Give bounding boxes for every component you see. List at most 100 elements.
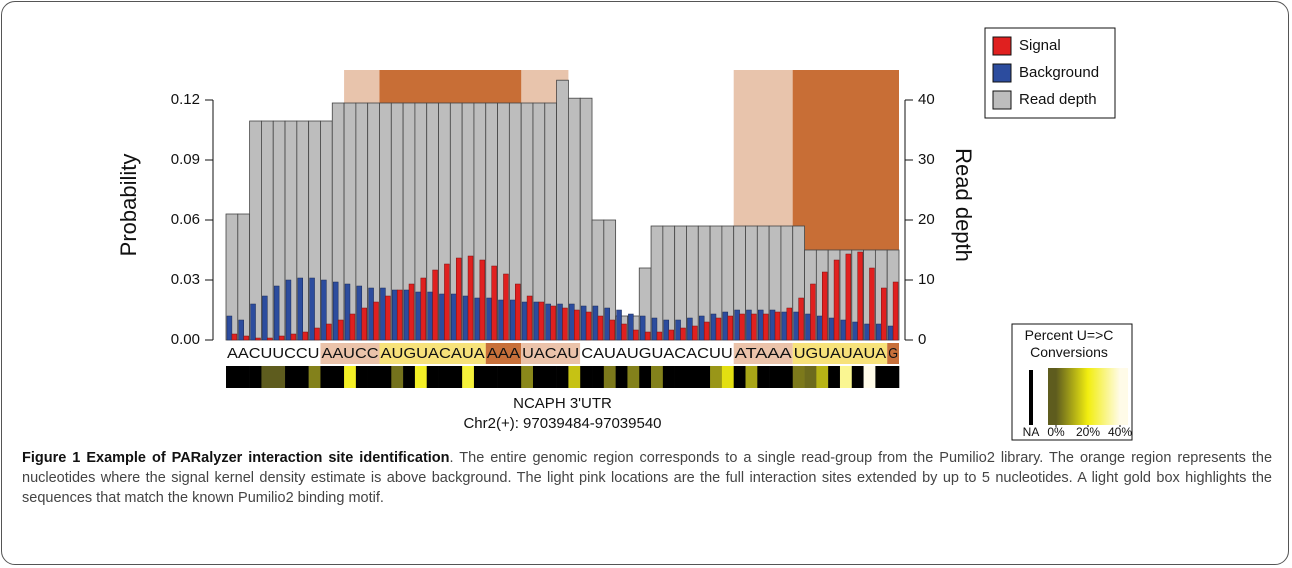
signal-bar <box>432 269 438 341</box>
signal-bar <box>574 309 580 341</box>
legend-swatch <box>992 63 1012 83</box>
conversion-cell <box>674 366 687 388</box>
conversion-cell <box>733 366 746 388</box>
colorbar-box <box>1011 323 1133 441</box>
background-bar <box>356 285 363 341</box>
conversion-cell <box>875 366 888 388</box>
background-bar <box>758 309 764 341</box>
sequence-segment <box>379 343 486 364</box>
conversion-cell <box>226 366 239 388</box>
background-bar <box>746 309 752 341</box>
signal-bar <box>326 323 332 341</box>
colorbar-title: Percent U=>C Conversions <box>1024 327 1114 360</box>
y2-tick-label: 10 <box>918 271 935 288</box>
na-swatch <box>1029 370 1033 425</box>
background-bar <box>852 321 858 341</box>
signal-bar <box>385 295 391 341</box>
signal-bar <box>538 301 545 341</box>
conversion-cell <box>320 366 333 388</box>
colorbar-tick-label: 20% <box>1076 425 1100 439</box>
conversion-cell <box>273 366 286 388</box>
background-bar <box>273 285 280 341</box>
signal-bar <box>420 277 427 341</box>
background-bar <box>557 303 563 341</box>
conversion-cell <box>285 366 298 388</box>
conversion-cell <box>355 366 368 388</box>
conversion-cell <box>308 366 321 388</box>
y-tick-label: 0.12 <box>171 91 200 108</box>
signal-bar <box>278 335 285 341</box>
na-label: NA <box>1023 425 1040 439</box>
conversion-cell <box>780 366 794 388</box>
conversion-cell <box>556 366 569 388</box>
background-bar <box>628 313 634 341</box>
signal-bar <box>798 297 804 341</box>
conversion-cell <box>521 366 534 388</box>
conversion-cell <box>391 366 404 388</box>
conversion-cell <box>403 366 416 388</box>
signal-bar <box>349 313 356 341</box>
legend-swatch <box>992 90 1012 110</box>
signal-bar <box>833 259 840 341</box>
background-bar <box>675 319 681 341</box>
background-bar <box>451 293 457 341</box>
signal-bar <box>810 283 816 341</box>
conversion-cell <box>816 366 829 388</box>
conversion-cell <box>757 366 770 388</box>
background-bar <box>887 325 894 341</box>
conversion-cell <box>639 366 652 388</box>
signal-bar <box>845 253 852 341</box>
background-bar <box>368 287 374 341</box>
y2-tick-label: 40 <box>918 91 935 108</box>
conversion-cell <box>828 366 841 388</box>
background-bar <box>663 319 670 341</box>
background-bar <box>569 303 575 341</box>
y2-tick-label: 20 <box>918 211 935 228</box>
signal-bar <box>491 265 497 341</box>
read-depth-bar <box>568 97 581 341</box>
background-bar <box>380 287 386 341</box>
signal-bar <box>786 307 793 341</box>
legend-label: Signal <box>1019 37 1061 54</box>
sequence-text: AUGUACAUA <box>380 345 484 362</box>
conversion-cell <box>615 366 628 388</box>
legend-swatch <box>992 36 1012 56</box>
colorbar-tick-label: 40% <box>1108 425 1132 439</box>
conversion-cell <box>745 366 758 388</box>
signal-bar <box>243 335 249 341</box>
sequence-text: AAA <box>487 345 520 362</box>
signal-bar <box>267 337 273 341</box>
signal-bar <box>703 321 710 341</box>
background-bar <box>262 295 268 341</box>
conversion-cell <box>710 366 723 388</box>
signal-bar <box>444 263 450 341</box>
background-bar <box>474 297 481 341</box>
y-tick-label: 0.06 <box>171 211 200 228</box>
sequence-segment <box>733 343 793 364</box>
conversion-cell <box>414 366 428 388</box>
read-depth-bar <box>556 79 569 341</box>
background-bar <box>805 313 811 341</box>
sequence-text: ATAAA <box>735 345 792 362</box>
signal-bar <box>869 267 875 341</box>
signal-bar <box>396 289 403 341</box>
signal-bar <box>562 307 568 341</box>
background-bar <box>415 291 422 341</box>
caption-title: Example of PARalyzer interaction site id… <box>86 450 450 466</box>
sequence-segment <box>792 343 888 364</box>
background-bar <box>498 299 504 341</box>
signal-bar <box>337 319 344 341</box>
background-bar <box>285 279 292 341</box>
background-bar <box>344 283 351 341</box>
conversion-cell <box>497 366 510 388</box>
signal-bar <box>585 311 592 341</box>
signal-bar <box>857 251 863 341</box>
background-bar <box>533 301 540 341</box>
caption: Figure 1 Example of PARalyzer interactio… <box>22 448 1272 508</box>
background-bar <box>639 315 646 341</box>
conversion-cell <box>804 366 817 388</box>
background-bar <box>687 317 693 341</box>
background-bar <box>309 277 315 341</box>
conversion-cell <box>237 366 250 388</box>
